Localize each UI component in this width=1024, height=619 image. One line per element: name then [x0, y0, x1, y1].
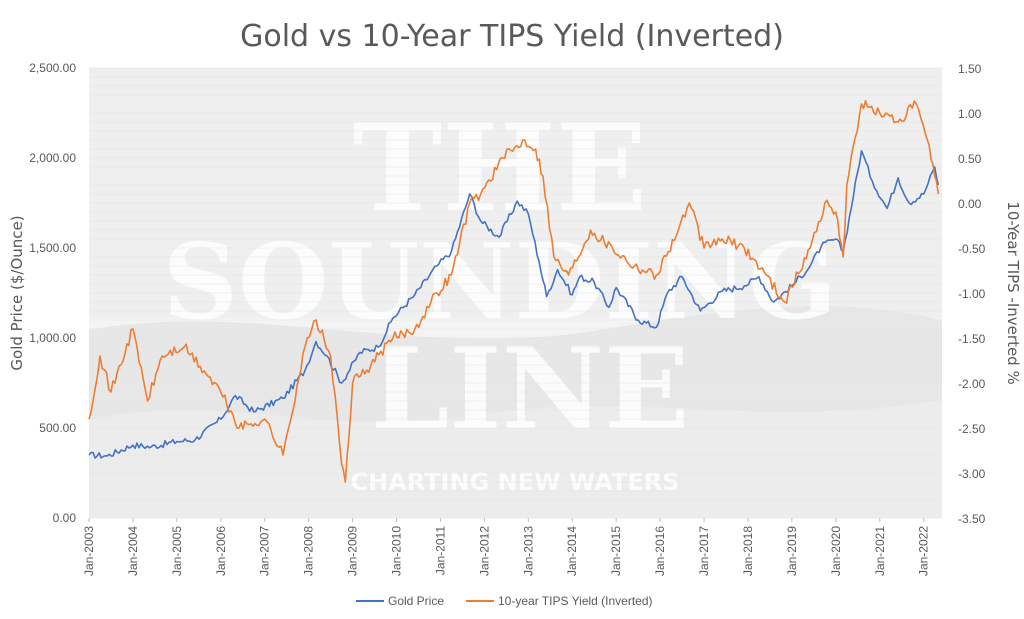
x-axis-ticks: Jan-2003 Jan-2004 Jan-2005 Jan-2006 Jan-2007…: [82, 518, 931, 576]
x-tick-label: Jan-2003: [82, 526, 96, 576]
y2-tick-label: 0.50: [958, 152, 982, 166]
x-tick-label: Jan-2005: [170, 526, 184, 576]
series-lines: [88, 100, 940, 483]
x-tick-label: Jan-2017: [697, 526, 711, 576]
y2-tick-label: -2.00: [958, 377, 986, 391]
watermark-shore: [89, 400, 942, 518]
left-axis-title: Gold Price ($/Ounce): [8, 215, 26, 370]
y-tick-label: 1,500.00: [29, 241, 76, 255]
watermark-line1: THE: [353, 98, 647, 239]
x-tick-label: Jan-2022: [917, 526, 931, 576]
legend-label-tips: 10-year TIPS Yield (Inverted): [498, 594, 653, 608]
right-axis-ticks: -3.50 -3.00 -2.50 -2.00 -1.50 -1.00 -0.50 0.00 0…: [958, 62, 986, 526]
y-tick-label: 500.00: [39, 421, 76, 435]
x-tick-label: Jan-2007: [258, 526, 272, 576]
x-tick-label: Jan-2020: [829, 526, 843, 576]
x-tick-label: Jan-2008: [302, 526, 316, 576]
right-axis-title: 10-Year TIPS -Inverted %: [1004, 201, 1022, 384]
x-tick-label: Jan-2011: [433, 526, 447, 575]
x-tick-label: Jan-2012: [477, 526, 491, 576]
y2-tick-label: -0.50: [958, 242, 986, 256]
x-tick-label: Jan-2018: [741, 526, 755, 576]
y2-tick-label: 0.00: [958, 197, 982, 211]
y2-tick-label: -1.00: [958, 287, 986, 301]
x-tick-label: Jan-2015: [609, 526, 623, 576]
x-tick-label: Jan-2010: [390, 526, 404, 576]
x-tick-label: Jan-2013: [521, 526, 535, 576]
watermark-line2: SOUNDING: [163, 220, 837, 343]
x-tick-label: Jan-2014: [565, 526, 579, 576]
x-tick-label: Jan-2006: [214, 526, 228, 576]
watermark: THE SOUNDING LINE CHARTING NEW WATERS: [163, 98, 837, 496]
y-tick-label: 2,500.00: [29, 61, 76, 75]
y2-tick-label: -2.50: [958, 422, 986, 436]
tips-yield-line: [88, 100, 940, 483]
y2-tick-label: -3.00: [958, 467, 986, 481]
x-tick-label: Jan-2004: [126, 526, 140, 576]
y2-tick-label: -3.50: [958, 512, 986, 526]
y-tick-label: 0.00: [53, 511, 77, 525]
x-tick-label: Jan-2009: [346, 526, 360, 576]
gridlines: [89, 67, 942, 519]
y2-tick-label: -1.50: [958, 332, 986, 346]
legend: Gold Price 10-year TIPS Yield (Inverted): [356, 594, 653, 608]
x-tick-label: Jan-2019: [785, 526, 799, 576]
y2-tick-label: 1.50: [958, 62, 982, 76]
watermark-line3: LINE: [371, 324, 690, 455]
x-tick-label: Jan-2016: [653, 526, 667, 576]
y-tick-label: 2,000.00: [29, 151, 76, 165]
y2-tick-label: 1.00: [958, 107, 982, 121]
left-axis-ticks: 0.00 500.00 1,000.00 1,500.00 2,000.00 2,500.…: [29, 61, 76, 525]
chart-title: Gold vs 10-Year TIPS Yield (Inverted): [240, 19, 784, 54]
y-tick-label: 1,000.00: [29, 331, 76, 345]
x-tick-label: Jan-2021: [873, 526, 887, 576]
legend-label-gold: Gold Price: [388, 594, 444, 608]
